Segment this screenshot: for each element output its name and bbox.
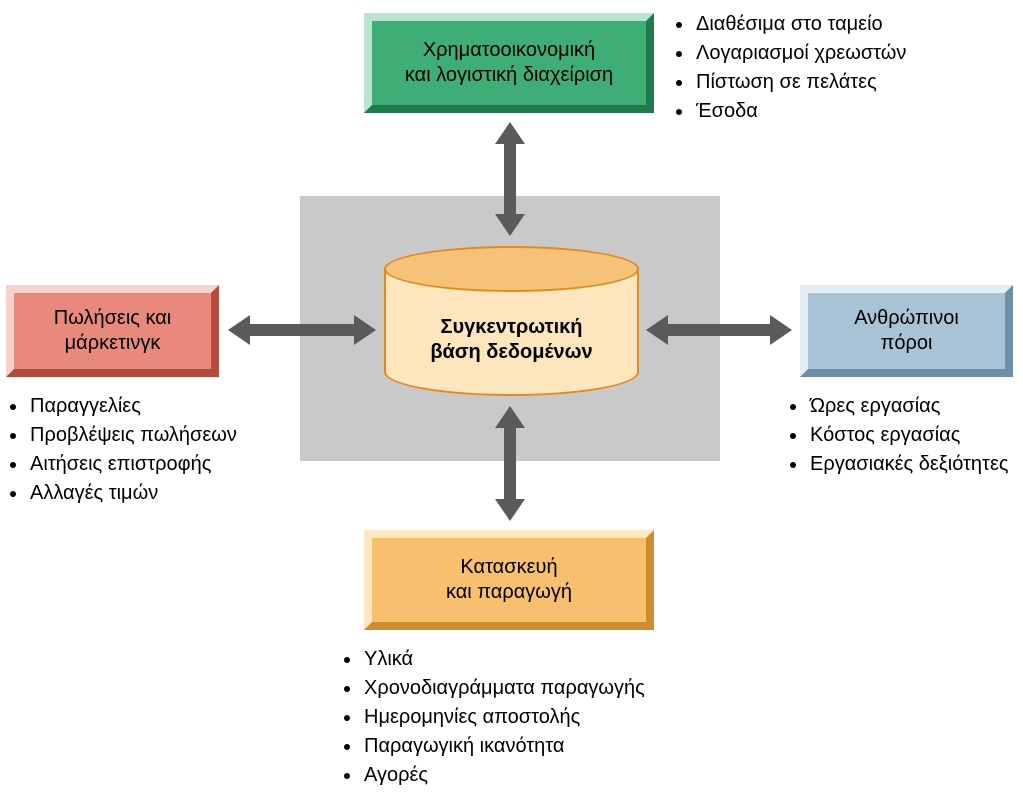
cylinder-label-line1: Συγκεντρωτική [440,316,582,338]
box-sales-line2: μάρκετινγκ [65,332,161,354]
box-hr-line2: πόροι [881,332,933,354]
list-manufacturing: ΥλικάΧρονοδιαγράμματα παραγωγήςΗμερομηνί… [340,645,645,790]
list-item: Υλικά [362,645,645,674]
diagram-stage: Συγκεντρωτική βάση δεδομένων Χρηματοοικο… [0,0,1023,795]
list-item: Παραγγελίες [28,392,237,421]
list-item: Πίστωση σε πελάτες [694,68,906,97]
box-sales: Πωλήσεις και μάρκετινγκ [6,285,219,377]
cylinder-label: Συγκεντρωτική βάση δεδομένων [430,315,592,365]
list-item: Λογαριασμοί χρεωστών [694,39,906,68]
list-item: Κόστος εργασίας [808,421,1009,450]
list-item: Εργασιακές δεξιότητες [808,450,1009,479]
box-manufacturing: Κατασκευή και παραγωγή [364,530,654,630]
list-item: Έσοδα [694,97,906,126]
box-manufacturing-line1: Κατασκευή [460,556,557,578]
list-item: Προβλέψεις πωλήσεων [28,421,237,450]
list-finance: Διαθέσιμα στο ταμείοΛογαριασμοί χρεωστών… [672,10,906,126]
box-sales-line1: Πωλήσεις και [54,307,171,329]
list-item: Αγορές [362,761,645,790]
list-item: Διαθέσιμα στο ταμείο [694,10,906,39]
arrow-top [495,122,525,236]
list-item: Χρονοδιαγράμματα παραγωγής [362,674,645,703]
central-database-cylinder: Συγκεντρωτική βάση δεδομένων [384,246,639,396]
list-sales: ΠαραγγελίεςΠροβλέψεις πωλήσεωνΑιτήσεις ε… [6,392,237,508]
list-item: Αλλαγές τιμών [28,479,237,508]
list-item: Ώρες εργασίας [808,392,1009,421]
arrow-right [646,315,792,345]
arrow-bottom [495,406,525,521]
cylinder-lid [384,246,639,292]
box-finance-line1: Χρηματοοικονομική [423,39,595,61]
box-finance-line2: και λογιστική διαχείριση [405,64,613,86]
list-item: Παραγωγική ικανότητα [362,732,645,761]
arrow-left [228,315,376,345]
cylinder-label-line2: βάση δεδομένων [430,341,592,363]
box-manufacturing-line2: και παραγωγή [446,581,572,603]
box-finance: Χρηματοοικονομική και λογιστική διαχείρι… [364,13,654,113]
list-item: Αιτήσεις επιστροφής [28,450,237,479]
box-hr: Ανθρώπινοι πόροι [800,285,1013,377]
box-hr-line1: Ανθρώπινοι [854,307,959,329]
list-hr: Ώρες εργασίαςΚόστος εργασίαςΕργασιακές δ… [786,392,1009,479]
list-item: Ημερομηνίες αποστολής [362,703,645,732]
